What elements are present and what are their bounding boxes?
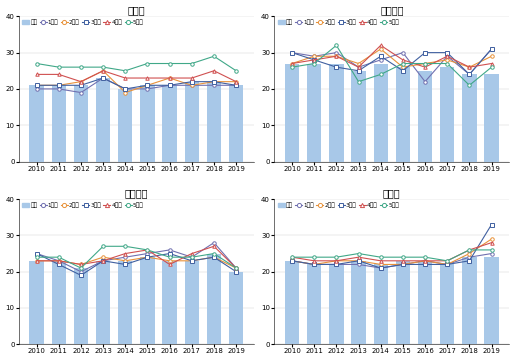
Legend: 평균, 1분위, 2분위, 3분위, 4분위, 5분위: 평균, 1분위, 2분위, 3분위, 4분위, 5분위 (20, 18, 146, 28)
Bar (462, 75, 476, 162)
Legend: 평균, 1분위, 2분위, 3분위, 4분위, 5분위: 평균, 1분위, 2분위, 3분위, 4분위, 5분위 (20, 200, 146, 211)
Bar (229, 85, 243, 162)
Legend: 평균, 1분위, 2분위, 3분위, 4분위, 5분위: 평균, 1분위, 2분위, 3분위, 4분위, 5분위 (276, 200, 401, 211)
Bar (418, 71, 432, 162)
Bar (484, 257, 499, 344)
Bar (229, 272, 243, 344)
Bar (418, 261, 432, 344)
Bar (307, 265, 321, 344)
Bar (462, 257, 476, 344)
Title: 〈상〉: 〈상〉 (128, 5, 145, 15)
Bar (329, 63, 344, 162)
Bar (29, 85, 44, 162)
Legend: 평균, 1분위, 2분위, 3분위, 4분위, 5분위: 평균, 1분위, 2분위, 3분위, 4분위, 5분위 (276, 18, 401, 28)
Title: 〈중하〉: 〈중하〉 (125, 188, 148, 198)
Bar (52, 261, 66, 344)
Bar (162, 85, 177, 162)
Bar (396, 67, 410, 162)
Bar (351, 261, 366, 344)
Title: 〈하〉: 〈하〉 (383, 188, 401, 198)
Bar (396, 261, 410, 344)
Bar (74, 85, 88, 162)
Bar (373, 265, 388, 344)
Bar (118, 261, 132, 344)
Bar (140, 85, 154, 162)
Bar (207, 82, 221, 162)
Bar (307, 63, 321, 162)
Bar (74, 268, 88, 344)
Bar (96, 261, 110, 344)
Title: 〈중상〉: 〈중상〉 (380, 5, 404, 15)
Bar (351, 71, 366, 162)
Bar (184, 82, 199, 162)
Bar (118, 89, 132, 162)
Bar (373, 63, 388, 162)
Bar (285, 261, 299, 344)
Bar (207, 253, 221, 344)
Bar (285, 63, 299, 162)
Bar (484, 75, 499, 162)
Bar (96, 78, 110, 162)
Bar (440, 67, 454, 162)
Bar (29, 261, 44, 344)
Bar (140, 257, 154, 344)
Bar (440, 265, 454, 344)
Bar (52, 85, 66, 162)
Bar (329, 265, 344, 344)
Bar (162, 261, 177, 344)
Bar (184, 261, 199, 344)
